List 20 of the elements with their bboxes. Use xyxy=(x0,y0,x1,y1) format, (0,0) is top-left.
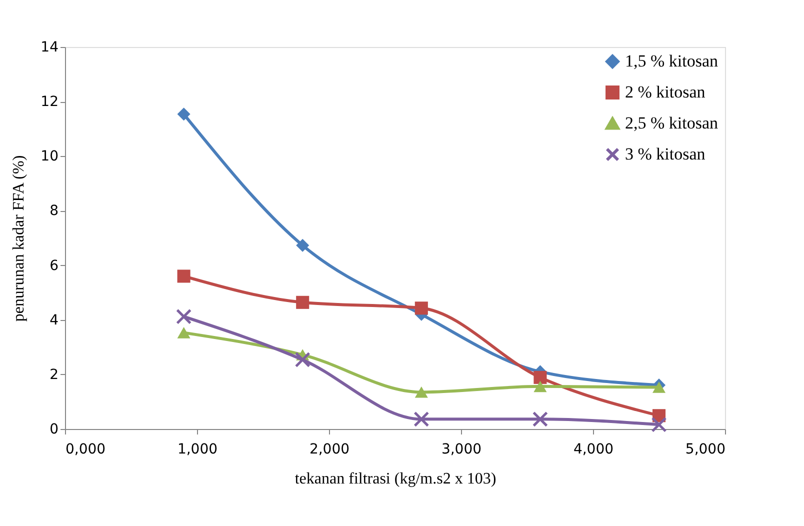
legend-label: 1,5 % kitosan xyxy=(625,52,719,70)
y-tick-label: 10 xyxy=(40,148,58,165)
x-tick-label: 4,000 xyxy=(573,442,614,458)
legend-label: 3 % kitosan xyxy=(625,144,706,164)
x-tick-label: 5,000 xyxy=(685,442,726,458)
x-tick-label: 2,000 xyxy=(309,442,350,458)
x-tick-label: 3,000 xyxy=(441,442,482,458)
y-tick-label: 0 xyxy=(50,422,58,438)
x-tick-label: 0,000 xyxy=(66,442,106,458)
x-tick-label: 1,000 xyxy=(177,442,218,458)
y-tick-label: 6 xyxy=(50,258,59,274)
x-axis-title: tekanan filtrasi (kg/m.s2 x 103) xyxy=(294,470,496,488)
legend-label: 2,5 % kitosan xyxy=(625,114,719,132)
y-axis-title: penurunan kadar FFA (%) xyxy=(10,155,28,322)
y-tick-label: 4 xyxy=(50,312,59,328)
legend-label: 2 % kitosan xyxy=(625,82,706,102)
y-tick-label: 12 xyxy=(40,94,58,110)
y-tick-label: 14 xyxy=(40,40,59,56)
y-tick-label: 2 xyxy=(50,366,58,383)
y-tick-label: 8 xyxy=(50,203,58,220)
